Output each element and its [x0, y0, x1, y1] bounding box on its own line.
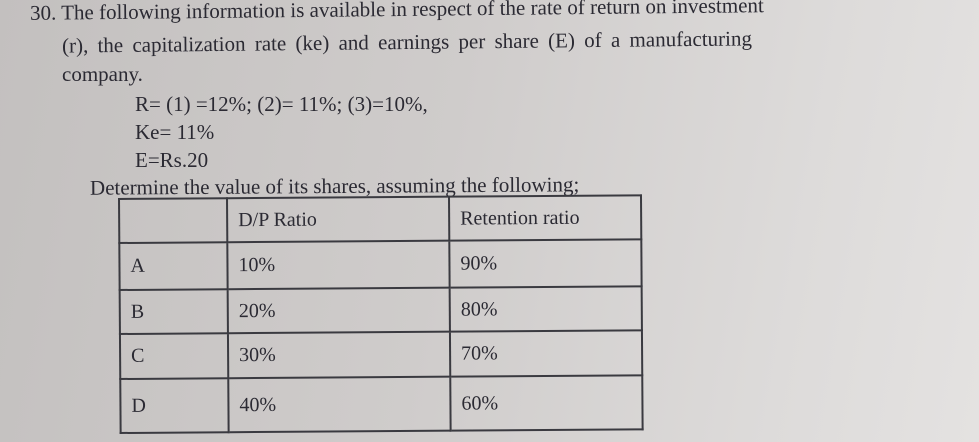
- question-text: The following information is available i…: [61, 0, 764, 25]
- header-cell: Retention ratio: [448, 195, 642, 241]
- table-row: C 30% 70%: [119, 330, 643, 379]
- question-number: 30.: [29, 0, 57, 25]
- table-row: A 10% 90%: [119, 239, 642, 290]
- dp-ratio-cell: 40%: [228, 376, 451, 433]
- retention-ratio-cell: 90%: [449, 239, 642, 288]
- row-label: D: [120, 378, 229, 433]
- table-row: D 40% 60%: [120, 375, 643, 433]
- dp-ratio-cell: 20%: [227, 287, 450, 334]
- row-label: C: [119, 333, 229, 379]
- e-value: E=Rs.20: [135, 148, 209, 172]
- r-values: R= (1) =12%; (2)= 11%; (3)=10%,: [135, 92, 428, 116]
- table-header-row: D/P Ratio Retention ratio: [119, 195, 642, 243]
- retention-ratio-cell: 60%: [450, 375, 643, 431]
- dp-ratio-cell: 10%: [227, 240, 450, 290]
- retention-ratio-cell: 70%: [449, 330, 643, 377]
- question-line-1: 30. The following information is availab…: [30, 0, 764, 26]
- header-cell: D/P Ratio: [227, 196, 450, 243]
- ratio-table: D/P Ratio Retention ratio A 10% 90% B 20…: [118, 194, 644, 434]
- retention-ratio-cell: 80%: [449, 286, 642, 332]
- dp-ratio-cell: 30%: [227, 331, 451, 379]
- header-cell: [119, 198, 228, 243]
- row-label: B: [119, 289, 228, 334]
- question-line-3: company.: [62, 62, 143, 86]
- question-line-2: (r), the capitalization rate (ke) and ea…: [61, 26, 753, 58]
- row-label: A: [119, 242, 228, 290]
- ke-value: Ke= 11%: [135, 120, 215, 144]
- table-row: B 20% 80%: [119, 286, 642, 334]
